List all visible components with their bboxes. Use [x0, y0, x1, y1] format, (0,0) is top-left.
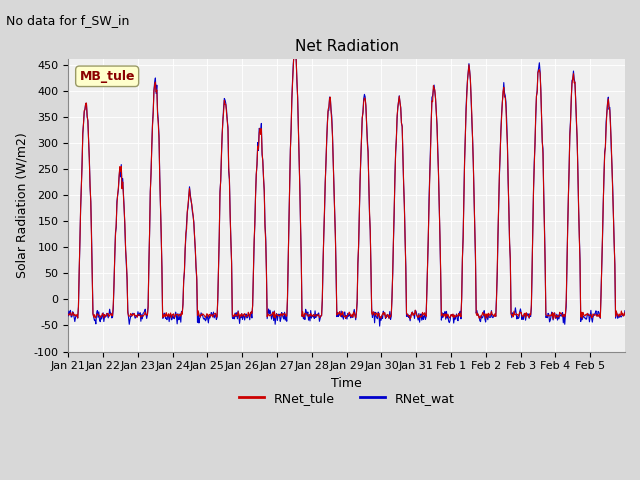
Text: No data for f_SW_in: No data for f_SW_in	[6, 14, 130, 27]
X-axis label: Time: Time	[332, 377, 362, 390]
Title: Net Radiation: Net Radiation	[294, 39, 399, 54]
Legend: RNet_tule, RNet_wat: RNet_tule, RNet_wat	[234, 386, 460, 409]
Y-axis label: Solar Radiation (W/m2): Solar Radiation (W/m2)	[15, 132, 28, 278]
Text: MB_tule: MB_tule	[79, 70, 135, 83]
